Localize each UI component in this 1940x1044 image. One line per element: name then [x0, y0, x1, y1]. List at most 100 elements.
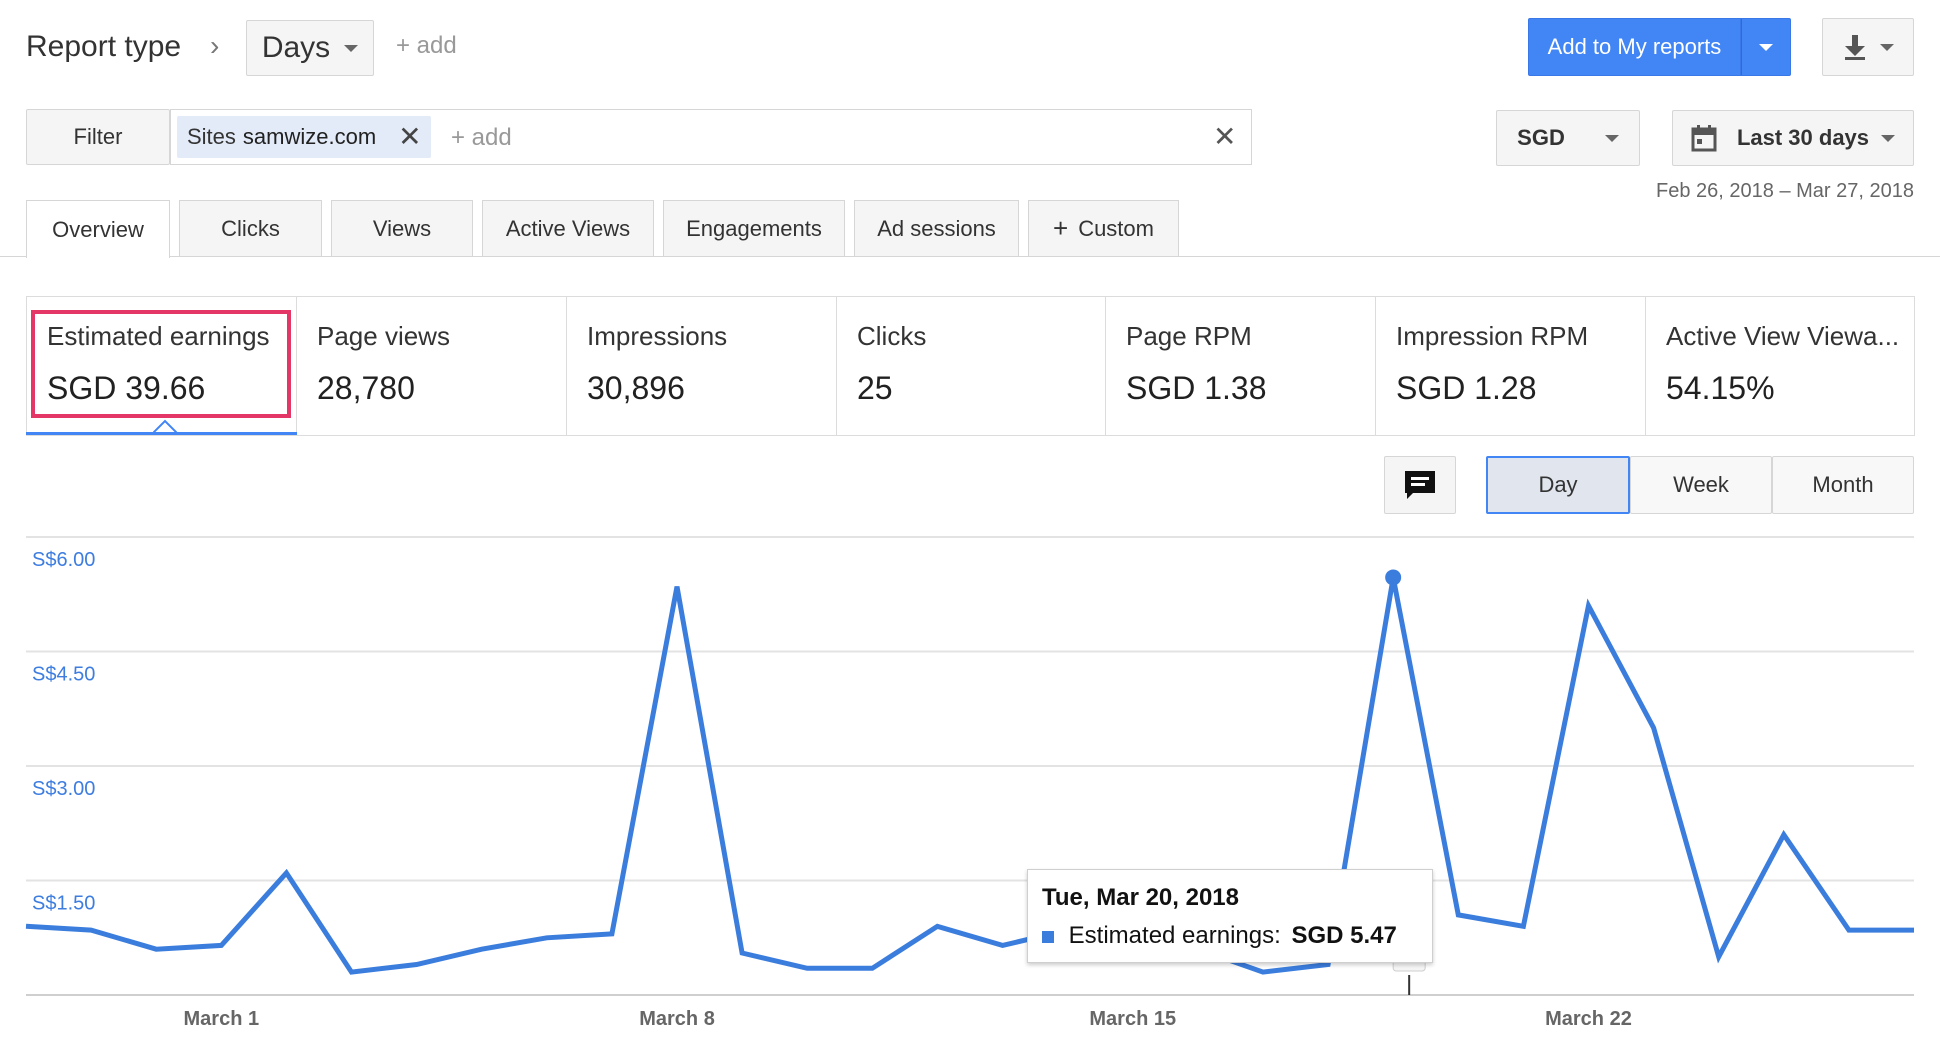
- data-point[interactable]: [411, 958, 423, 970]
- tab-active-views[interactable]: Active Views: [482, 200, 654, 256]
- chevron-down-icon: [1881, 134, 1896, 142]
- data-point[interactable]: [20, 920, 32, 932]
- metric-impression-rpm[interactable]: Impression RPM SGD 1.28: [1376, 297, 1646, 435]
- date-range-label: Last 30 days: [1736, 125, 1870, 150]
- data-point[interactable]: [1778, 829, 1790, 841]
- metric-value: SGD 39.66: [47, 370, 206, 406]
- plus-icon: +: [1053, 213, 1069, 243]
- dimension-dropdown[interactable]: Days: [246, 20, 374, 76]
- metric-active-view[interactable]: Active View Viewa... 54.15%: [1646, 297, 1914, 435]
- report-type-label: Report type: [26, 30, 182, 63]
- tab-custom-label: Custom: [1078, 215, 1154, 241]
- chevron-down-icon: [1604, 134, 1619, 142]
- metric-label: Page views: [317, 321, 450, 351]
- data-point[interactable]: [280, 867, 292, 879]
- data-point[interactable]: [1257, 966, 1269, 978]
- metric-page-rpm[interactable]: Page RPM SGD 1.38: [1106, 297, 1376, 435]
- metric-value: 30,896: [587, 370, 685, 406]
- clear-filter-icon[interactable]: ✕: [1213, 121, 1237, 152]
- comment-icon: [1405, 471, 1435, 499]
- data-point[interactable]: [85, 924, 97, 936]
- highlighted-data-point[interactable]: [1385, 569, 1402, 586]
- tab-ad-sessions[interactable]: Ad sessions: [854, 200, 1019, 256]
- tabs-baseline: [0, 256, 1940, 257]
- data-point[interactable]: [150, 943, 162, 955]
- y-tick-label: S$4.50: [32, 664, 95, 686]
- annotation-button[interactable]: [1384, 456, 1456, 514]
- add-dimension-link[interactable]: + add: [396, 32, 457, 59]
- data-point[interactable]: [1452, 909, 1464, 921]
- x-tick-label: March 8: [639, 1008, 715, 1030]
- y-tick-label: S$3.00: [32, 778, 95, 800]
- metric-label: Impression RPM: [1396, 321, 1589, 351]
- data-point[interactable]: [1843, 924, 1855, 936]
- tab-engagements[interactable]: Engagements: [663, 200, 845, 256]
- date-range-dropdown[interactable]: Last 30 days: [1672, 110, 1914, 166]
- download-button[interactable]: [1822, 18, 1914, 76]
- metric-label: Estimated earnings: [47, 321, 270, 351]
- selected-metric-underline: [26, 432, 297, 435]
- chart-tooltip: Tue, Mar 20, 2018 Estimated earnings: SG…: [1027, 869, 1433, 963]
- tooltip-date: Tue, Mar 20, 2018: [1042, 884, 1239, 911]
- dimension-label: Days: [261, 31, 331, 64]
- y-tick-label: S$6.00: [32, 549, 95, 571]
- x-tick-label: March 22: [1545, 1008, 1632, 1030]
- data-point[interactable]: [1908, 924, 1920, 936]
- data-point[interactable]: [1517, 920, 1529, 932]
- data-point[interactable]: [346, 966, 358, 978]
- data-point[interactable]: [215, 939, 227, 951]
- data-point[interactable]: [1582, 600, 1594, 612]
- tooltip-series-swatch: [1042, 930, 1054, 943]
- data-point[interactable]: [736, 947, 748, 959]
- tab-views[interactable]: Views: [331, 200, 473, 256]
- download-icon: [1845, 35, 1865, 60]
- data-point[interactable]: [801, 962, 813, 974]
- x-tick-label: March 1: [184, 1008, 260, 1030]
- filter-add-input[interactable]: + add: [451, 124, 512, 151]
- metric-clicks[interactable]: Clicks 25: [837, 297, 1106, 435]
- tab-clicks[interactable]: Clicks: [179, 200, 322, 256]
- add-to-reports-button[interactable]: Add to My reports: [1528, 18, 1741, 76]
- filter-button[interactable]: Filter: [26, 109, 170, 165]
- data-point[interactable]: [671, 581, 683, 593]
- metric-label: Active View Viewa...: [1666, 321, 1900, 351]
- calendar-icon: [1691, 125, 1717, 152]
- data-point[interactable]: [866, 962, 878, 974]
- currency-dropdown[interactable]: SGD: [1496, 110, 1640, 166]
- y-tick-label: S$1.50: [32, 893, 95, 915]
- data-point[interactable]: [476, 943, 488, 955]
- chevron-right-icon: ›: [210, 30, 220, 61]
- metric-value: 25: [857, 370, 893, 406]
- data-point[interactable]: [541, 932, 553, 944]
- granularity-month-button[interactable]: Month: [1772, 456, 1914, 514]
- data-point[interactable]: [1713, 951, 1725, 963]
- add-to-reports-label: Add to My reports: [1547, 34, 1722, 59]
- metric-estimated-earnings[interactable]: Estimated earnings SGD 39.66: [27, 297, 297, 435]
- earnings-line-chart: S$6.00 S$4.50 S$3.00 S$1.50 March 1 March 8 Ma…: [20, 536, 1920, 1030]
- data-point[interactable]: [1648, 722, 1660, 734]
- data-point[interactable]: [997, 939, 1009, 951]
- data-point[interactable]: [606, 928, 618, 940]
- chip-close-icon[interactable]: ✕: [398, 121, 422, 152]
- filter-chip-value: samwize.com: [242, 124, 377, 149]
- tab-custom[interactable]: + Custom: [1028, 200, 1179, 256]
- metric-value: 28,780: [317, 370, 415, 406]
- metric-impressions[interactable]: Impressions 30,896: [567, 297, 837, 435]
- date-range-text: Feb 26, 2018 – Mar 27, 2018: [1656, 180, 1914, 202]
- filter-input-box[interactable]: Sites samwize.com ✕ + add ✕: [170, 109, 1252, 165]
- metric-value: SGD 1.38: [1126, 370, 1267, 406]
- metric-page-views[interactable]: Page views 28,780: [297, 297, 567, 435]
- filter-chip-key: Sites: [187, 124, 236, 149]
- filter-chip: Sites samwize.com ✕: [177, 116, 431, 158]
- metric-value: 54.15%: [1666, 370, 1775, 406]
- selected-metric-highlight: [31, 310, 291, 418]
- chevron-down-icon: [344, 44, 359, 52]
- tab-overview[interactable]: Overview: [26, 200, 170, 258]
- granularity-week-button[interactable]: Week: [1630, 456, 1772, 514]
- x-tick-label: March 15: [1089, 1008, 1176, 1030]
- granularity-day-button[interactable]: Day: [1486, 456, 1630, 514]
- data-point[interactable]: [931, 920, 943, 932]
- add-reports-dropdown-button[interactable]: [1741, 18, 1791, 76]
- currency-label: SGD: [1517, 125, 1565, 150]
- metrics-strip: [26, 296, 1915, 436]
